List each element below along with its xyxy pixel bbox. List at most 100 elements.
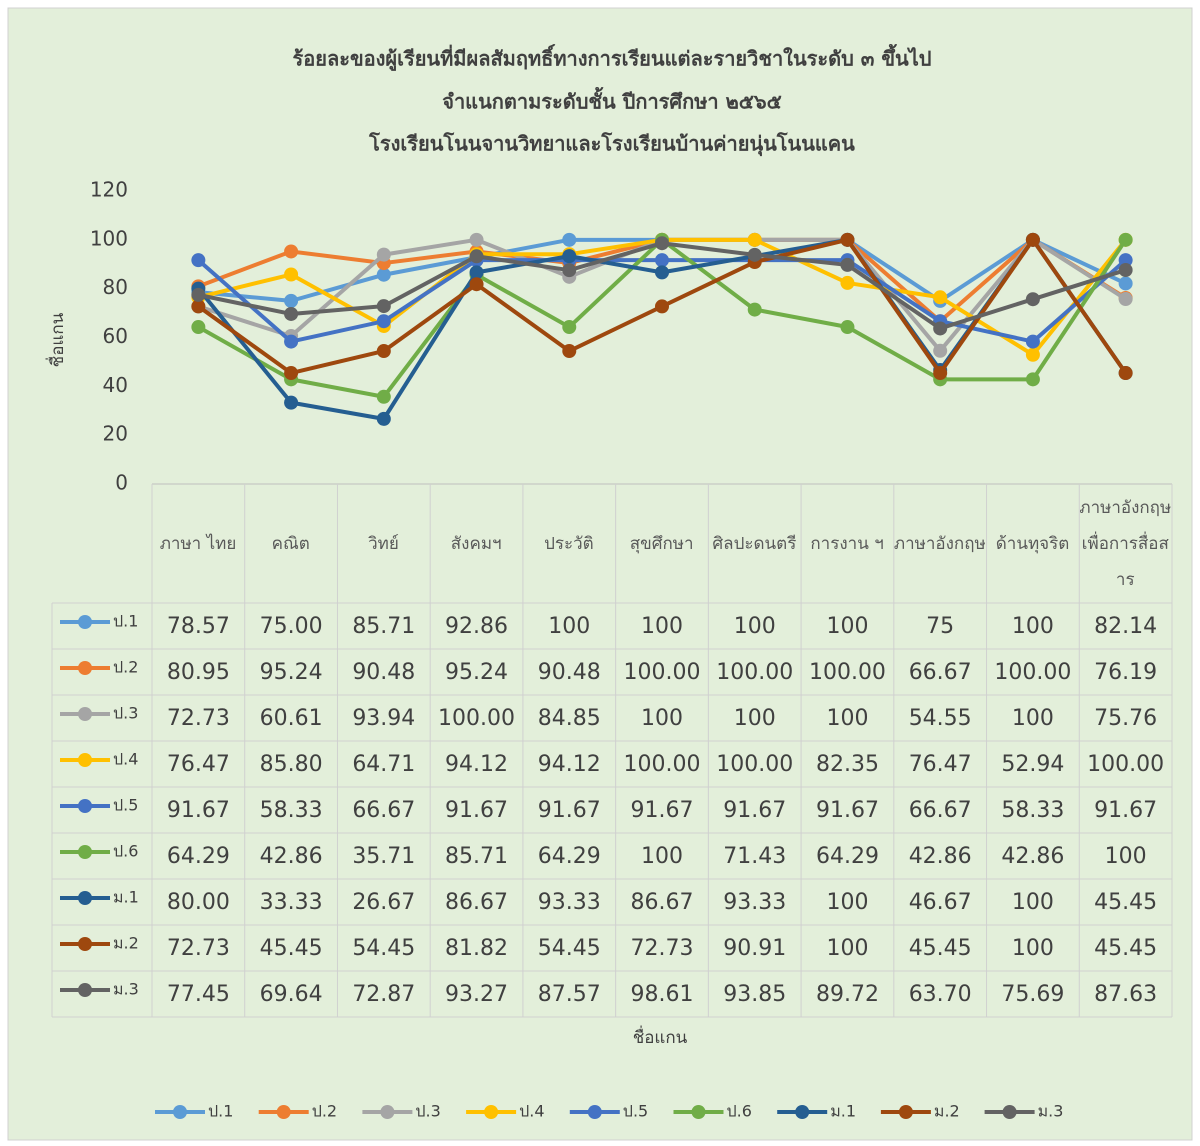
x-tick-label: วิทย์ — [368, 534, 399, 554]
y-tick-label: 60 — [103, 324, 128, 348]
point — [284, 267, 299, 282]
table-value: 100 — [641, 844, 683, 869]
table-value: 98.61 — [631, 982, 694, 1007]
legend-key-marker — [78, 753, 92, 767]
legend-key-marker — [484, 1105, 499, 1119]
point — [562, 344, 577, 359]
table-value: 54.45 — [352, 936, 415, 961]
point — [562, 232, 577, 247]
point — [376, 247, 391, 262]
point — [933, 290, 948, 305]
legend-key-marker — [1002, 1105, 1017, 1119]
legend-label: ป.3 — [415, 1102, 440, 1121]
point — [1118, 292, 1133, 307]
table-value: 54.55 — [909, 706, 972, 731]
table-value: 100.00 — [624, 660, 701, 685]
point — [376, 344, 391, 359]
point — [1025, 292, 1040, 307]
x-tick-label: ภาษา ไทย — [159, 534, 237, 554]
point — [469, 265, 484, 280]
x-tick-cell: ประวัติ — [544, 534, 594, 554]
table-value: 80.00 — [167, 890, 230, 915]
legend-label: ม.1 — [830, 1102, 856, 1121]
table-value: 100 — [1012, 706, 1054, 731]
table-value: 45.45 — [909, 936, 972, 961]
x-tick-label: การงาน ฯ — [810, 534, 884, 554]
legend-label: ป.6 — [113, 842, 138, 861]
table-value: 63.70 — [909, 982, 972, 1007]
legend-label: ป.2 — [113, 658, 138, 677]
point — [284, 244, 299, 259]
x-tick-cell: วิทย์ — [368, 534, 399, 554]
table-value: 100 — [641, 614, 683, 639]
point — [376, 389, 391, 404]
table-value: 58.33 — [1001, 798, 1064, 823]
legend-key-marker — [173, 1105, 187, 1119]
table-value: 64.29 — [167, 844, 230, 869]
point — [562, 263, 577, 278]
point — [191, 299, 206, 314]
table-value: 60.61 — [260, 706, 323, 731]
point — [191, 253, 206, 268]
point — [655, 299, 669, 314]
table-value: 93.33 — [723, 890, 786, 915]
x-tick-cell: สุขศึกษา — [629, 534, 694, 554]
point — [469, 249, 484, 264]
table-value: 84.85 — [538, 706, 601, 731]
y-tick-label: 40 — [103, 373, 128, 397]
y-tick-label: 100 — [90, 226, 128, 250]
point — [655, 253, 669, 268]
table-value: 85.71 — [445, 844, 508, 869]
point — [469, 277, 484, 292]
point — [1118, 366, 1133, 381]
table-value: 100 — [1012, 890, 1054, 915]
legend-label: ป.3 — [113, 704, 138, 723]
table-value: 85.80 — [260, 752, 323, 777]
table-value: 100.00 — [994, 660, 1071, 685]
x-tick-cell: ภาษาอังกฤษ — [893, 534, 986, 554]
legend-label: ม.1 — [113, 888, 139, 907]
x-tick-cell: ภาษา ไทย — [159, 534, 237, 554]
table-value: 91.67 — [1094, 798, 1157, 823]
table-value: 87.57 — [538, 982, 601, 1007]
legend-key-marker — [78, 707, 92, 721]
table-value: 64.29 — [816, 844, 879, 869]
table-value: 82.35 — [816, 752, 879, 777]
table-value: 91.67 — [167, 798, 230, 823]
table-value: 93.33 — [538, 890, 601, 915]
legend-key-marker — [78, 983, 92, 997]
point — [284, 334, 299, 349]
x-tick-cell: ศิลปะดนตรี — [712, 534, 797, 554]
table-value: 94.12 — [538, 752, 601, 777]
table-value: 76.47 — [909, 752, 972, 777]
point — [1118, 263, 1133, 278]
x-tick-label: ศิลปะดนตรี — [712, 534, 797, 554]
x-tick-cell: คณิต — [272, 534, 310, 554]
table-value: 26.67 — [352, 890, 415, 915]
legend-key-marker — [78, 615, 92, 629]
legend-key-marker — [795, 1105, 810, 1119]
x-tick-label: ภาษาอังกฤษ — [893, 534, 986, 554]
table-value: 64.71 — [352, 752, 415, 777]
legend-key-marker — [78, 937, 92, 951]
table-value: 100.00 — [716, 752, 793, 777]
table-value: 81.82 — [445, 936, 508, 961]
table-value: 91.67 — [538, 798, 601, 823]
x-axis-title: ชื่อแกน — [633, 1025, 688, 1048]
table-value: 100 — [641, 706, 683, 731]
chart-title: โรงเรียนโนนจานวิทยาและโรงเรียนบ้านค่ายนุ… — [368, 132, 855, 157]
table-value: 100.00 — [438, 706, 515, 731]
point — [840, 232, 855, 247]
point — [469, 232, 484, 247]
point — [933, 343, 948, 358]
point — [376, 299, 391, 314]
table-value: 42.86 — [1001, 844, 1064, 869]
chart-title: จำแนกตามระดับชั้น ปีการศึกษา ๒๕๖๕ — [442, 87, 782, 114]
table-value: 95.24 — [445, 660, 508, 685]
chart-background — [7, 7, 1193, 1141]
legend-key-marker — [78, 661, 92, 675]
x-tick-label: สุขศึกษา — [629, 534, 694, 554]
table-value: 82.14 — [1094, 614, 1157, 639]
legend-label: ม.2 — [934, 1102, 960, 1121]
table-value: 45.45 — [260, 936, 323, 961]
